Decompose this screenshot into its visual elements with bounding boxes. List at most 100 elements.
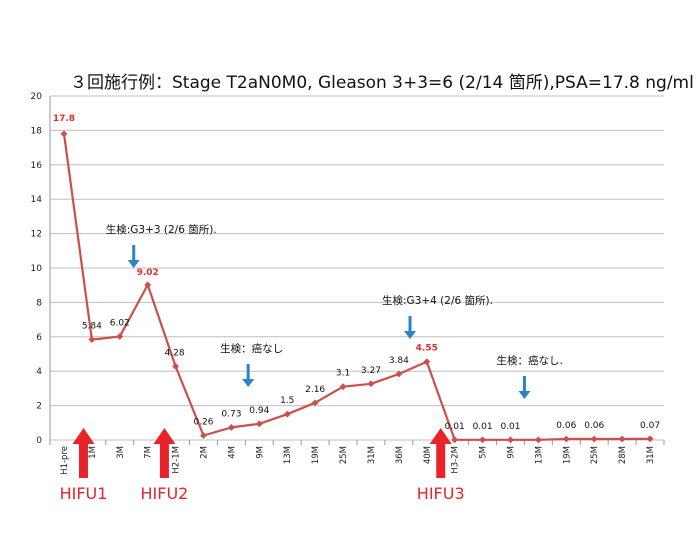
- data-point: [172, 362, 179, 370]
- data-label: 0.01: [500, 422, 520, 432]
- data-point: [562, 435, 570, 443]
- data-label: 17.8: [53, 114, 75, 124]
- data-point: [507, 436, 514, 444]
- biopsy-annotation-text: 生検：癌なし.: [496, 354, 562, 367]
- y-tick-label: 20: [31, 92, 43, 102]
- data-point: [283, 410, 291, 418]
- data-label: 3.27: [361, 366, 381, 376]
- data-label: 9.02: [137, 268, 159, 278]
- data-point: [590, 435, 598, 443]
- x-tick-label: 9M: [255, 446, 265, 459]
- hifu-arrow-shaft: [436, 443, 446, 478]
- series-line: [62, 133, 651, 441]
- data-point: [646, 435, 654, 443]
- x-tick-label: 19M: [562, 446, 572, 464]
- data-point: [144, 281, 152, 289]
- data-label: 0.06: [556, 421, 576, 431]
- x-tick-label: H1-pre: [60, 446, 70, 475]
- data-point: [367, 380, 375, 388]
- data-label: 0.01: [445, 422, 465, 432]
- x-tick-label: H2-1M: [172, 446, 182, 474]
- data-label: 3.84: [389, 356, 409, 366]
- data-label: 5.84: [82, 322, 102, 332]
- x-tick-label: 9M: [507, 446, 517, 459]
- x-tick-label: 19M: [311, 446, 321, 464]
- data-label: 4.28: [165, 348, 185, 358]
- data-label: 1.5: [280, 396, 294, 406]
- gridlines: [50, 95, 664, 441]
- data-label: 2.16: [305, 385, 325, 395]
- data-label: 6.02: [110, 318, 130, 328]
- y-tick-label: 16: [31, 161, 43, 171]
- hifu-markers: HIFU1 HIFU2 HIFU3: [60, 428, 465, 503]
- biopsy-arrow-icon: [404, 331, 417, 339]
- y-tick-label: 12: [31, 230, 42, 240]
- x-tick-label: 25M: [339, 446, 349, 464]
- series-line-path: [62, 133, 651, 441]
- hifu-arrow-shaft: [159, 443, 169, 478]
- data-label: 0.73: [221, 409, 241, 419]
- biopsy-annotations: 生検:G3+3 (2/6 箇所). 生検：癌なし 生検:G3+4 (2/6 箇所).…: [106, 223, 563, 399]
- data-point: [228, 424, 235, 431]
- data-point: [255, 420, 263, 428]
- y-tick-label: 8: [36, 298, 42, 308]
- biopsy-arrow-icon: [518, 391, 531, 399]
- x-tick-label: 31M: [367, 446, 377, 464]
- axes: 0 2 4 6 8 10 12 14 16 18 20 H1-pre 1M 3M 7M H2-1M 2M 4M 9M…: [31, 92, 665, 475]
- data-point: [451, 436, 459, 444]
- x-tick-label: 13M: [534, 446, 544, 464]
- y-tick-label: 14: [31, 195, 43, 205]
- x-tick-label: 31M: [646, 446, 656, 464]
- data-point: [395, 370, 403, 378]
- data-point: [116, 333, 124, 340]
- x-tick-label: 2M: [200, 446, 210, 459]
- hifu-arrow-icon: [153, 428, 176, 444]
- data-point: [423, 358, 431, 366]
- x-tick-label: 40M: [423, 446, 433, 464]
- data-point: [535, 436, 542, 444]
- data-label: 4.55: [416, 344, 438, 354]
- data-point: [339, 383, 347, 391]
- y-tick-label: 10: [31, 264, 43, 274]
- data-point: [618, 435, 626, 443]
- chart-title: ３回施行例：Stage T2aN0M0, Gleason 3+3=6 (2/14…: [70, 73, 694, 93]
- x-tick-label: 28M: [618, 446, 628, 464]
- biopsy-arrow-icon: [242, 379, 255, 387]
- x-tick-label: 1M: [88, 446, 98, 459]
- x-tick-label: 36M: [395, 446, 405, 464]
- hifu-arrow-icon: [429, 428, 452, 444]
- x-tick-label: 25M: [590, 446, 600, 464]
- hifu-label: HIFU3: [417, 484, 465, 503]
- data-label: 0.06: [584, 421, 604, 431]
- data-label: 3.1: [336, 369, 350, 379]
- data-point: [60, 130, 68, 138]
- data-labels: 17.8 5.84 6.02 9.02 4.28 0.26 0.73 0.94 1.5 2.16 3…: [53, 114, 660, 432]
- hifu-label: HIFU2: [141, 484, 189, 503]
- data-label: 0.01: [473, 422, 493, 432]
- y-tick-label: 0: [36, 436, 42, 446]
- hifu-arrow-shaft: [78, 443, 88, 478]
- data-point: [88, 336, 96, 343]
- y-tick-label: 6: [36, 333, 42, 343]
- data-label: 0.07: [640, 421, 660, 431]
- biopsy-annotation-text: 生検:G3+3 (2/6 箇所).: [106, 223, 217, 236]
- data-point: [311, 399, 319, 407]
- data-label: 0.94: [249, 406, 269, 416]
- y-tick-label: 2: [36, 402, 42, 412]
- x-tick-label: 4M: [227, 446, 237, 459]
- x-tick-label: 3M: [116, 446, 126, 459]
- data-point: [200, 432, 207, 439]
- biopsy-arrow-icon: [127, 260, 140, 268]
- x-tick-label: 5M: [479, 446, 489, 459]
- hifu-label: HIFU1: [60, 484, 108, 503]
- x-tick-label: 7M: [144, 446, 154, 459]
- y-tick-label: 4: [36, 367, 42, 377]
- x-tick-label: H3-2M: [451, 446, 461, 474]
- hifu-arrow-icon: [72, 428, 95, 444]
- data-label: 0.26: [193, 418, 213, 428]
- data-markers: [60, 130, 654, 444]
- x-tick-label: 13M: [283, 446, 293, 464]
- y-tick-label: 18: [31, 126, 43, 136]
- biopsy-annotation-text: 生検：癌なし: [220, 342, 283, 355]
